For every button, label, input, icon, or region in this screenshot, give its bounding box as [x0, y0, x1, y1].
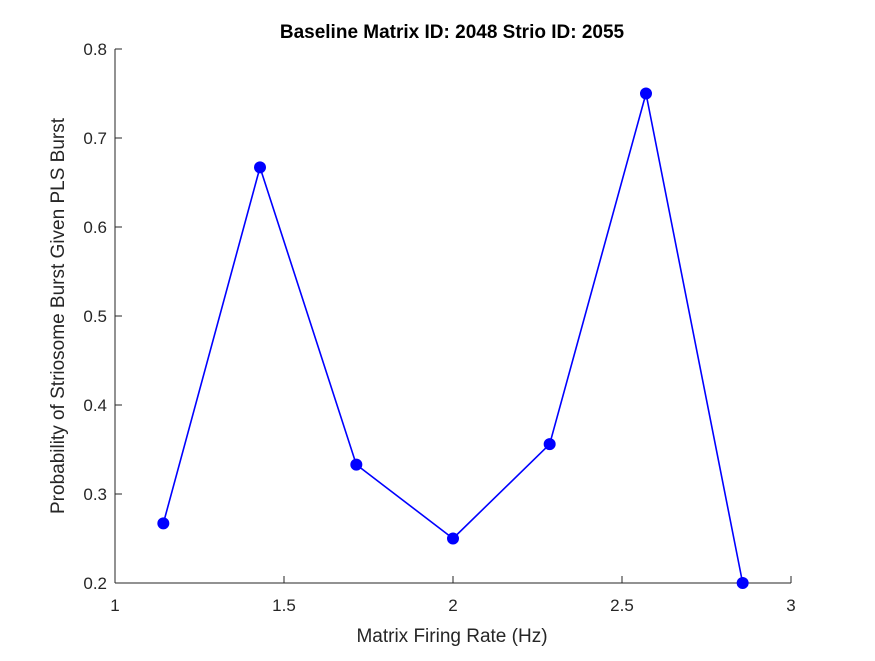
data-point — [447, 532, 459, 545]
x-tick-label: 1 — [110, 596, 119, 615]
chart-title: Baseline Matrix ID: 2048 Strio ID: 2055 — [280, 22, 625, 43]
data-point — [254, 161, 267, 174]
axes: 1 1.5 2 2.5 3 0.2 0.3 0.4 0.5 0.6 0.7 0.8 — [83, 40, 795, 615]
y-tick-label: 0.2 — [83, 574, 107, 593]
y-tick-label: 0.3 — [83, 485, 107, 504]
y-tick-label: 0.5 — [83, 307, 107, 326]
data-point — [350, 458, 363, 471]
data-point — [736, 577, 749, 589]
data-series — [157, 87, 749, 589]
y-tick-label: 0.8 — [83, 40, 107, 59]
x-tick-label: 2.5 — [610, 596, 634, 615]
y-tick-label: 0.4 — [83, 396, 107, 415]
series-line — [162, 92, 744, 584]
x-tick-label: 1.5 — [272, 596, 296, 615]
y-axis-label: Probability of Striosome Burst Given PLS… — [48, 117, 69, 514]
x-tick-label: 3 — [786, 596, 795, 615]
data-point — [543, 438, 556, 451]
data-point — [157, 517, 170, 530]
data-point — [639, 87, 652, 100]
x-tick-label: 2 — [448, 596, 457, 615]
y-tick-label: 0.7 — [83, 129, 107, 148]
x-axis-label: Matrix Firing Rate (Hz) — [356, 626, 547, 647]
y-tick-label: 0.6 — [83, 218, 107, 237]
